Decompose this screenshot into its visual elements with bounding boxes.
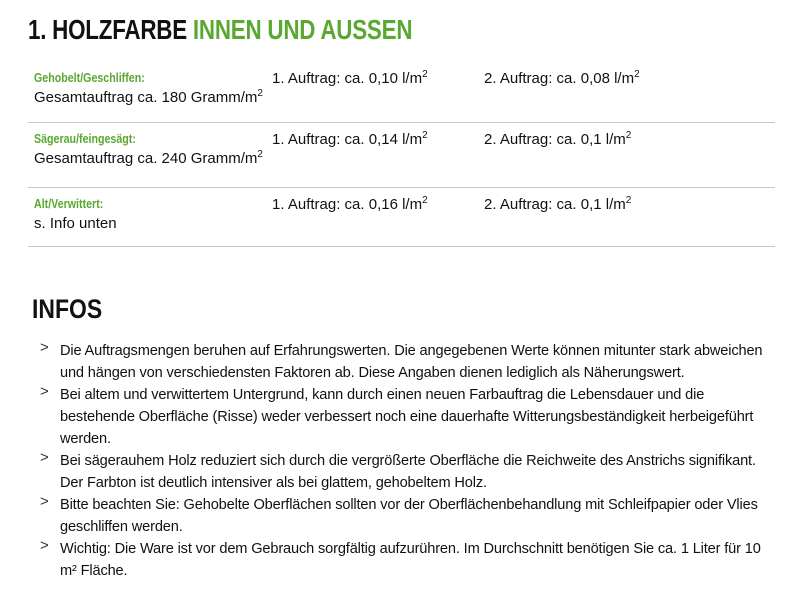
- list-item: > Bei sägerauhem Holz reduziert sich durc…: [40, 449, 756, 491]
- list-item: > Bitte beachten Sie: Gehobelte Oberfläch…: [40, 493, 758, 535]
- chevron-right-icon: >: [40, 383, 49, 400]
- infos-list: > Die Auftragsmengen beruhen auf Erfahrun…: [40, 339, 770, 582]
- total-amount: Gesamtauftrag ca. 180 Gramm/m2: [34, 88, 263, 107]
- first-coat: 1. Auftrag: ca. 0,14 l/m2: [272, 130, 428, 149]
- surface-label: Sägerau/feingesägt:: [34, 131, 136, 146]
- second-coat: 2. Auftrag: ca. 0,1 l/m2: [484, 130, 632, 149]
- list-item: > Die Auftragsmengen beruhen auf Erfahrun…: [40, 339, 763, 381]
- first-coat: 1. Auftrag: ca. 0,16 l/m2: [272, 195, 428, 214]
- chevron-right-icon: >: [40, 339, 49, 356]
- surface-label: Gehobelt/Geschliffen:: [34, 70, 145, 85]
- chevron-right-icon: >: [40, 449, 49, 466]
- chevron-right-icon: >: [40, 493, 49, 510]
- application-table: Gehobelt/Geschliffen: Gesamtauftrag ca. …: [28, 62, 775, 247]
- surface-label: Alt/Verwittert:: [34, 196, 104, 211]
- page-title: 1. HOLZFARBE INNEN UND AUSSEN: [28, 14, 413, 46]
- total-amount: s. Info unten: [34, 215, 117, 232]
- table-row: Sägerau/feingesägt: Gesamtauftrag ca. 24…: [28, 123, 775, 188]
- table-row: Alt/Verwittert: s. Info unten 1. Auftrag…: [28, 188, 775, 247]
- title-black-part: 1. HOLZFARBE: [28, 14, 187, 45]
- chevron-right-icon: >: [40, 537, 49, 554]
- first-coat: 1. Auftrag: ca. 0,10 l/m2: [272, 69, 428, 88]
- second-coat: 2. Auftrag: ca. 0,08 l/m2: [484, 69, 640, 88]
- table-row: Gehobelt/Geschliffen: Gesamtauftrag ca. …: [28, 62, 775, 123]
- title-green-part: INNEN UND AUSSEN: [192, 14, 413, 45]
- second-coat: 2. Auftrag: ca. 0,1 l/m2: [484, 195, 632, 214]
- list-item: > Wichtig: Die Ware ist vor dem Gebrauch …: [40, 537, 761, 579]
- total-amount: Gesamtauftrag ca. 240 Gramm/m2: [34, 149, 263, 168]
- infos-heading: INFOS: [32, 294, 103, 324]
- list-item: > Bei altem und verwittertem Untergrund, …: [40, 383, 754, 447]
